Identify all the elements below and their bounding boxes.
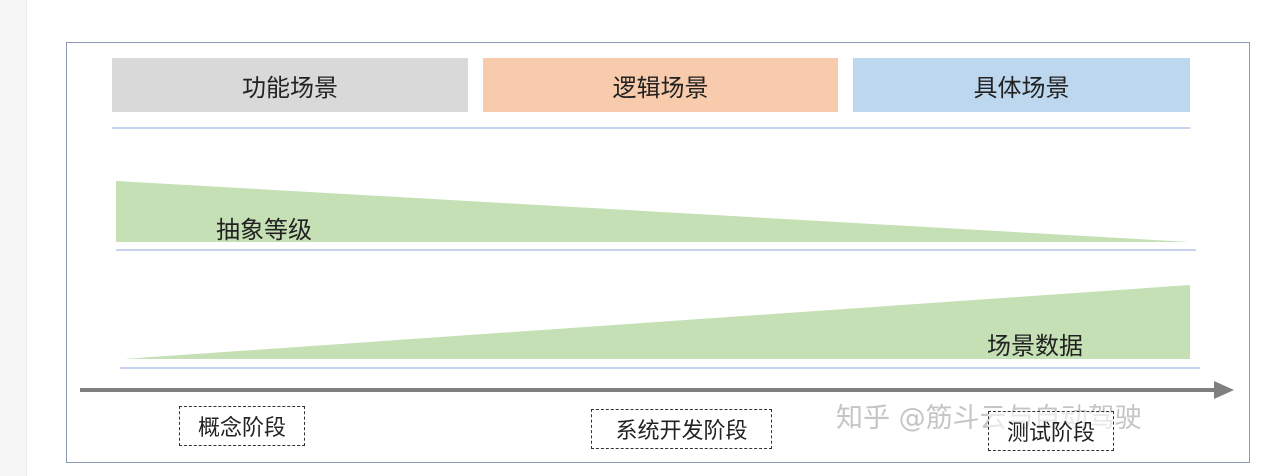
stage-concept: 概念阶段 xyxy=(179,406,305,446)
scene-data-label: 场景数据 xyxy=(987,332,1083,360)
stage-testing: 测试阶段 xyxy=(988,411,1114,451)
phase-header-concrete: 具体场景 xyxy=(853,58,1190,112)
scene-data-wedge xyxy=(124,285,1190,359)
diagram-frame xyxy=(66,42,1250,463)
stage-system-development: 系统开发阶段 xyxy=(591,409,772,449)
abstraction-level-label: 抽象等级 xyxy=(216,216,312,244)
phase-header-functional: 功能场景 xyxy=(112,58,468,112)
timeline-arrow-head xyxy=(1214,381,1234,399)
abstraction-level-wedge xyxy=(116,181,1190,242)
page-left-margin xyxy=(0,0,27,476)
phase-header-logical: 逻辑场景 xyxy=(483,58,838,112)
